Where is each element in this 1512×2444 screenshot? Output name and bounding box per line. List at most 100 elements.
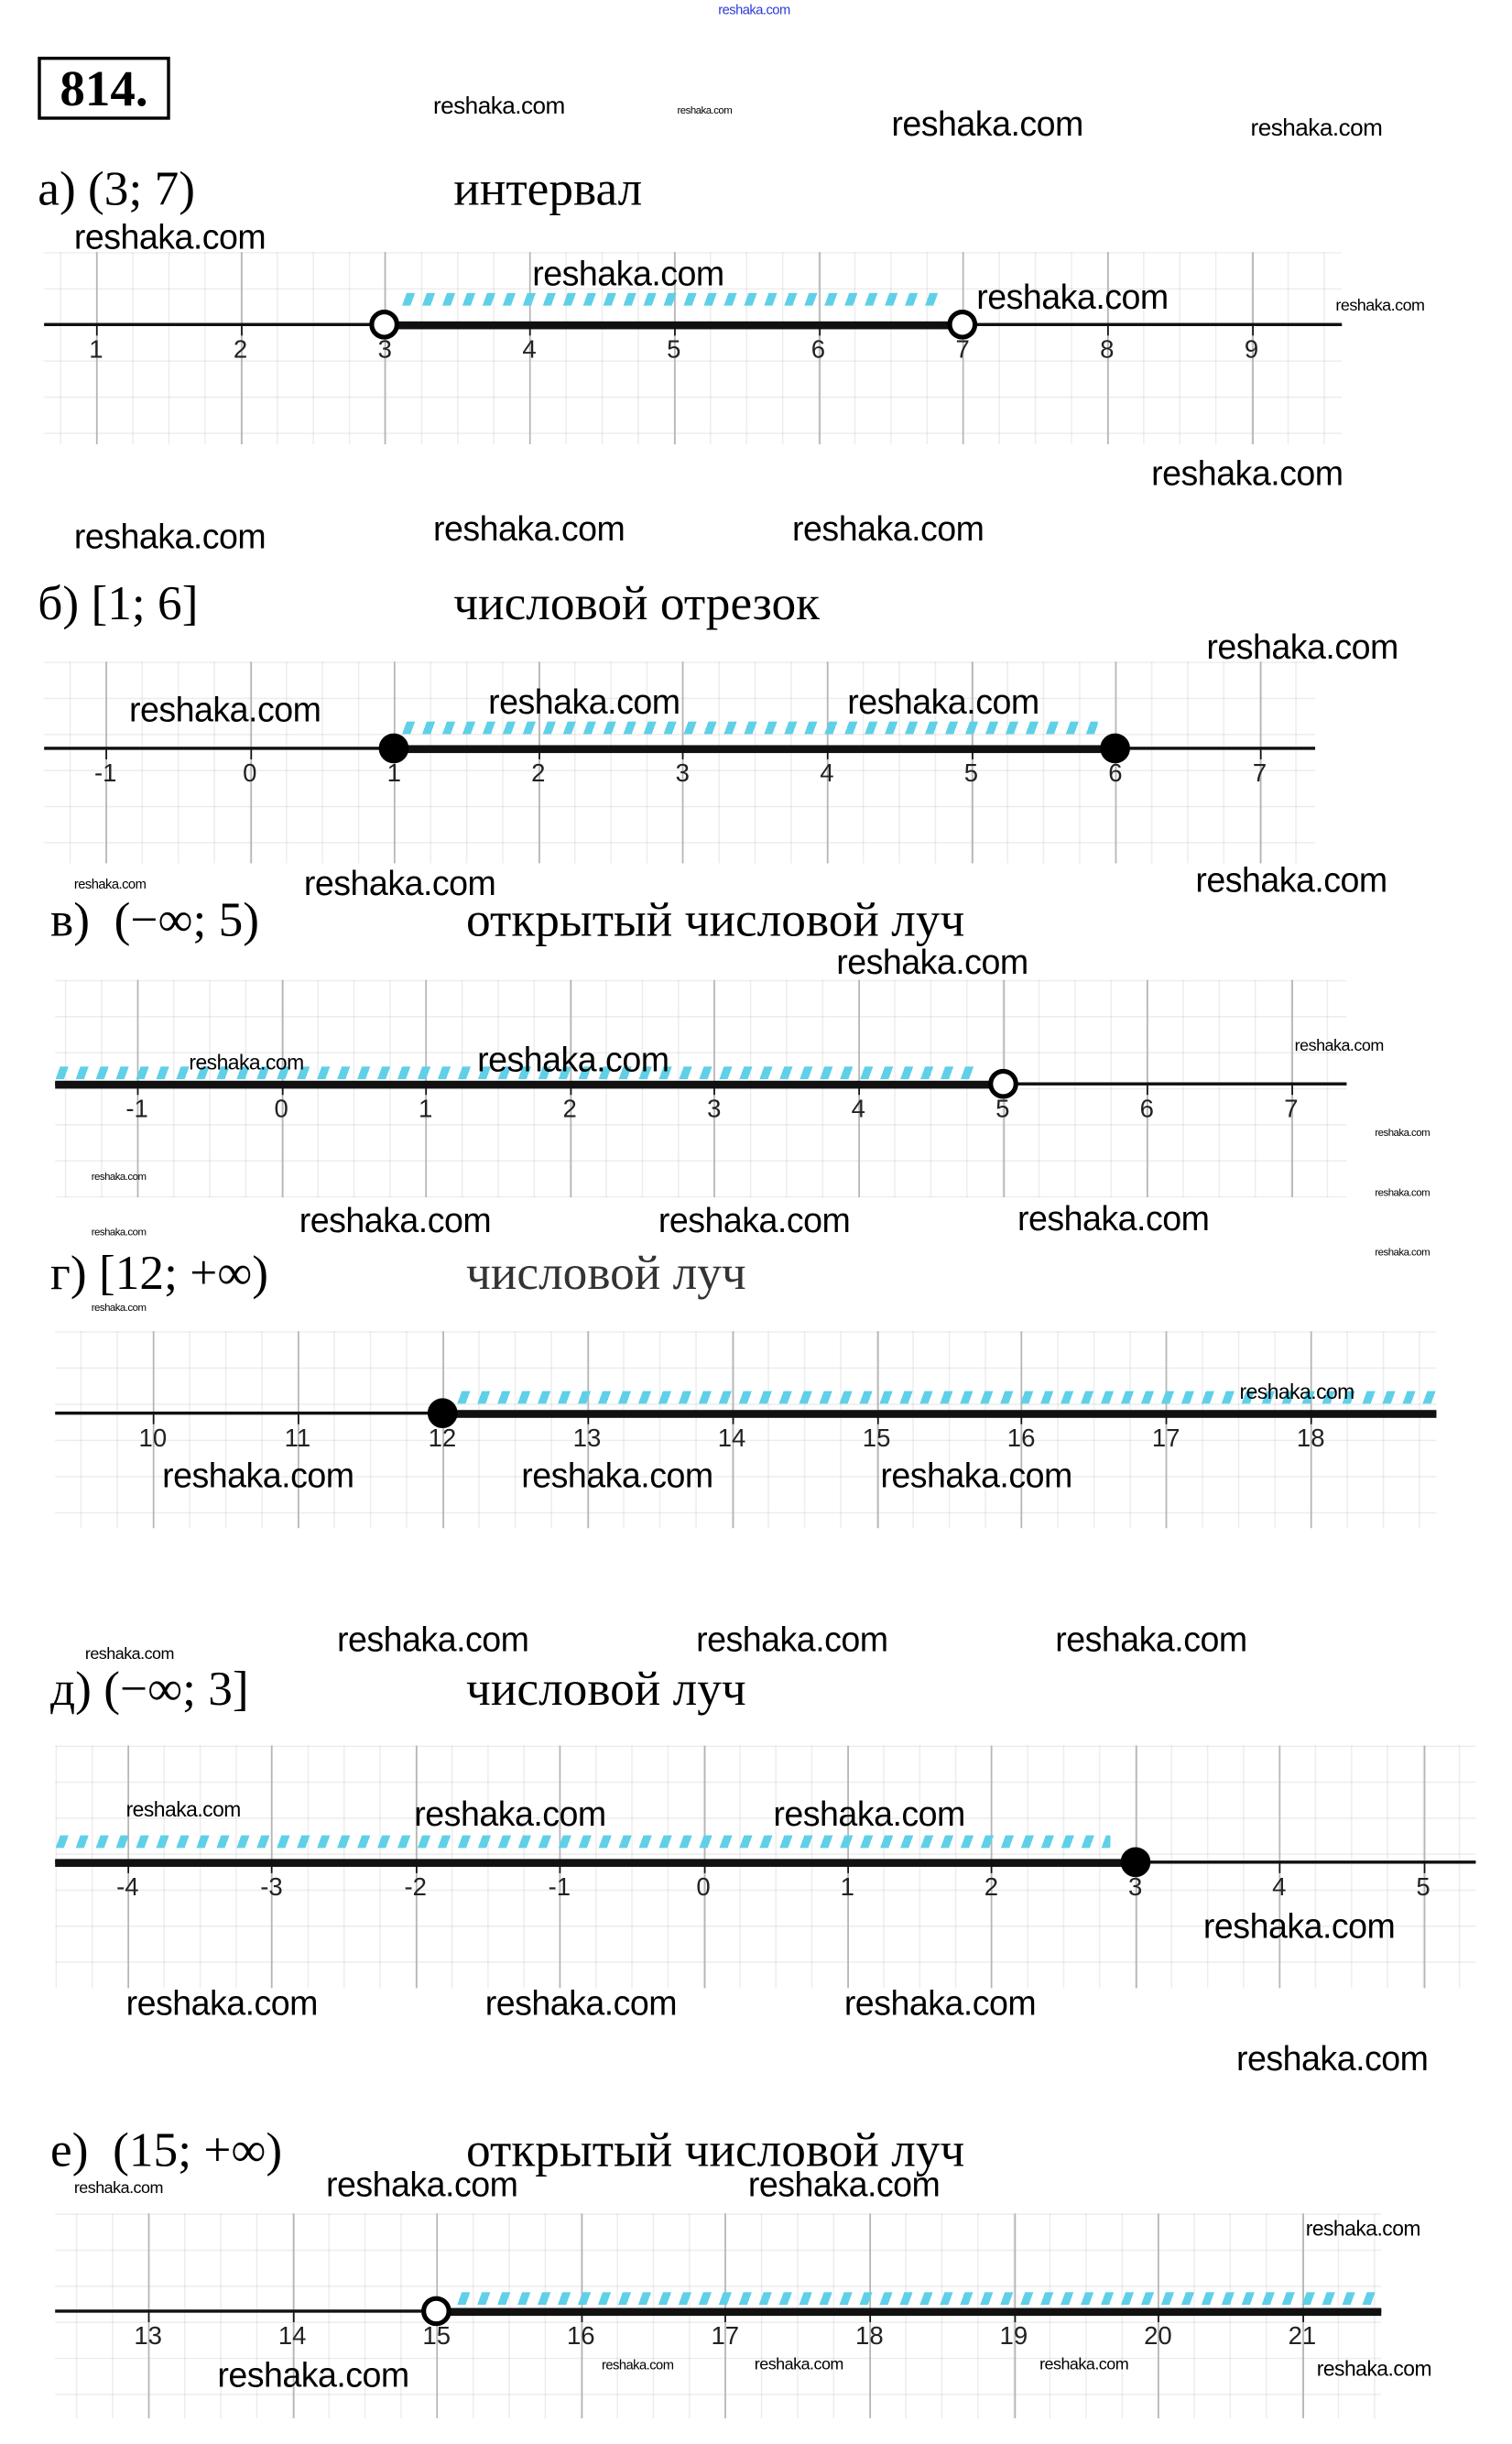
watermark: reshaka.com bbox=[1239, 1380, 1354, 1404]
problem-number: 814. bbox=[38, 56, 170, 120]
axis-tick bbox=[127, 1863, 130, 1873]
endpoint-closed bbox=[378, 733, 409, 764]
grid-major-line bbox=[385, 252, 387, 444]
axis-tick bbox=[858, 1085, 861, 1096]
tick-label: 3 bbox=[1127, 1874, 1143, 1902]
watermark: reshaka.com bbox=[773, 1794, 965, 1834]
axis-tick bbox=[538, 749, 540, 759]
watermark: reshaka.com bbox=[129, 690, 321, 730]
part-letter: а) bbox=[38, 160, 76, 216]
part-a-name: интервал bbox=[453, 160, 643, 216]
solution-hatch bbox=[55, 1066, 977, 1080]
axis-tick bbox=[1301, 2312, 1304, 2322]
grid-major-line bbox=[152, 1331, 155, 1529]
grid-major-line bbox=[818, 252, 821, 444]
solution-hatch bbox=[401, 721, 1098, 735]
tick-label: 4 bbox=[522, 337, 537, 365]
tick-label: 10 bbox=[138, 1425, 168, 1453]
tick-label: -1 bbox=[93, 760, 117, 788]
watermark: reshaka.com bbox=[414, 1794, 606, 1834]
tick-label: 9 bbox=[1244, 337, 1259, 365]
number-line-grid bbox=[55, 1745, 1476, 1989]
tick-label: 11 bbox=[284, 1425, 311, 1453]
watermark: reshaka.com bbox=[754, 2356, 844, 2374]
watermark: reshaka.com bbox=[303, 863, 496, 903]
axis-tick bbox=[1013, 2312, 1016, 2322]
tick-label: 3 bbox=[707, 1096, 722, 1124]
axis-tick bbox=[95, 325, 98, 336]
tick-label: 16 bbox=[1006, 1425, 1036, 1453]
tick-label: 8 bbox=[1100, 337, 1115, 365]
part-notation: (15; +∞) bbox=[113, 2122, 283, 2177]
watermark: reshaka.com bbox=[432, 508, 625, 549]
axis-tick bbox=[713, 1085, 716, 1096]
axis-tick bbox=[673, 325, 676, 336]
part-f-header: е) (15; +∞) bbox=[50, 2125, 282, 2174]
axis-tick bbox=[586, 1414, 589, 1424]
tick-label: 6 bbox=[1139, 1096, 1154, 1124]
tick-label: 13 bbox=[572, 1425, 602, 1453]
axis-tick bbox=[425, 1085, 428, 1096]
watermark: reshaka.com bbox=[696, 1619, 888, 1659]
grid-major-line bbox=[1311, 1331, 1312, 1529]
watermark: reshaka.com bbox=[488, 682, 680, 722]
watermark: reshaka.com bbox=[843, 1983, 1037, 2024]
interval-segment bbox=[385, 320, 963, 329]
part-notation: [1; 6] bbox=[91, 574, 199, 630]
number-line-grid bbox=[44, 252, 1343, 444]
tick-label: 15 bbox=[422, 2323, 451, 2351]
watermark: reshaka.com bbox=[484, 1983, 678, 2024]
axis-tick bbox=[826, 749, 829, 759]
tick-label: 19 bbox=[999, 2323, 1028, 2351]
watermark: reshaka.com bbox=[718, 1, 790, 17]
tick-label: 1 bbox=[419, 1096, 433, 1124]
watermark: reshaka.com bbox=[747, 2165, 941, 2205]
endpoint-closed bbox=[1120, 1847, 1150, 1878]
axis-tick bbox=[271, 1863, 274, 1873]
grid-major-line bbox=[732, 1331, 734, 1529]
watermark: reshaka.com bbox=[1017, 1198, 1210, 1238]
watermark: reshaka.com bbox=[891, 104, 1083, 144]
tick-label: 2 bbox=[233, 337, 248, 365]
grid-major-line bbox=[1021, 1331, 1023, 1529]
tick-label: 18 bbox=[1296, 1425, 1325, 1453]
watermark: reshaka.com bbox=[337, 1619, 529, 1659]
part-c-name: открытый числовой луч bbox=[466, 891, 965, 947]
axis-tick bbox=[1259, 749, 1262, 759]
grid-major-line bbox=[249, 661, 252, 864]
axis-tick bbox=[724, 2312, 727, 2322]
part-c-header: в) (−∞; 5) bbox=[50, 895, 259, 944]
tick-label: 5 bbox=[995, 1096, 1010, 1124]
axis-tick bbox=[240, 325, 243, 336]
tick-label: 6 bbox=[810, 337, 826, 365]
watermark: reshaka.com bbox=[847, 682, 1039, 722]
grid-major-line bbox=[441, 1331, 444, 1529]
tick-label: 2 bbox=[531, 760, 546, 788]
axis-tick bbox=[1290, 1085, 1293, 1096]
watermark: reshaka.com bbox=[836, 942, 1028, 982]
grid-major-line bbox=[682, 661, 685, 864]
tick-label: 7 bbox=[955, 337, 970, 365]
tick-label: 5 bbox=[1416, 1874, 1430, 1902]
grid-major-line bbox=[586, 1331, 589, 1529]
endpoint-open bbox=[369, 309, 400, 340]
number-line-grid bbox=[55, 2213, 1382, 2418]
axis-tick bbox=[1278, 1863, 1281, 1873]
part-a-header: а) (3; 7) bbox=[38, 164, 195, 213]
interval-segment bbox=[436, 2307, 1382, 2316]
part-d-name: числовой луч bbox=[466, 1244, 746, 1300]
grid-major-line bbox=[538, 661, 540, 864]
axis-tick bbox=[1311, 1414, 1312, 1424]
solution-hatch bbox=[55, 1835, 1111, 1849]
tick-label: 2 bbox=[562, 1096, 577, 1124]
tick-label: 15 bbox=[862, 1425, 891, 1453]
watermark: reshaka.com bbox=[976, 277, 1169, 317]
tick-label: -3 bbox=[260, 1874, 283, 1902]
watermark: reshaka.com bbox=[91, 1227, 147, 1238]
tick-label: 0 bbox=[243, 760, 257, 788]
grid-major-line bbox=[1259, 661, 1262, 864]
tick-label: -4 bbox=[116, 1874, 139, 1902]
solution-hatch bbox=[456, 2292, 1382, 2306]
watermark: reshaka.com bbox=[1236, 2038, 1429, 2078]
